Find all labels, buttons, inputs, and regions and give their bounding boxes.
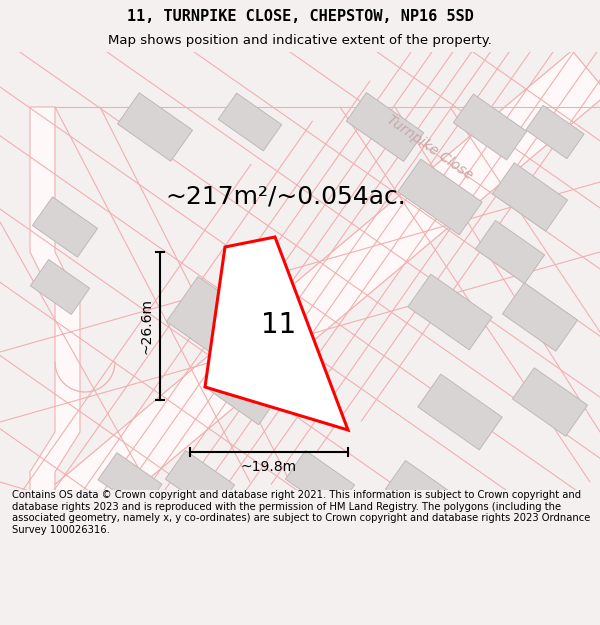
- Polygon shape: [32, 197, 98, 257]
- Polygon shape: [98, 452, 162, 511]
- Polygon shape: [205, 237, 348, 430]
- Polygon shape: [418, 374, 502, 450]
- Text: Contains OS data © Crown copyright and database right 2021. This information is : Contains OS data © Crown copyright and d…: [12, 490, 590, 535]
- Polygon shape: [12, 51, 600, 564]
- Polygon shape: [31, 259, 89, 314]
- Text: ~217m²/~0.054ac.: ~217m²/~0.054ac.: [165, 185, 406, 209]
- Polygon shape: [166, 451, 235, 514]
- Polygon shape: [118, 92, 193, 161]
- Polygon shape: [209, 359, 280, 425]
- Polygon shape: [166, 276, 263, 368]
- Text: 11, TURNPIKE CLOSE, CHEPSTOW, NP16 5SD: 11, TURNPIKE CLOSE, CHEPSTOW, NP16 5SD: [127, 9, 473, 24]
- Polygon shape: [398, 159, 482, 235]
- Polygon shape: [30, 107, 80, 542]
- Polygon shape: [454, 94, 527, 160]
- Polygon shape: [385, 461, 455, 524]
- Polygon shape: [346, 92, 424, 161]
- Polygon shape: [475, 221, 545, 284]
- Polygon shape: [502, 282, 578, 351]
- Text: Turnpike Close: Turnpike Close: [385, 112, 476, 182]
- Polygon shape: [408, 274, 492, 350]
- Polygon shape: [526, 106, 584, 159]
- Text: Map shows position and indicative extent of the property.: Map shows position and indicative extent…: [108, 34, 492, 47]
- Polygon shape: [286, 451, 355, 514]
- Text: ~19.8m: ~19.8m: [241, 460, 297, 474]
- Text: 11: 11: [260, 311, 296, 339]
- Polygon shape: [512, 368, 587, 436]
- Polygon shape: [493, 162, 568, 231]
- Polygon shape: [218, 93, 282, 151]
- Text: ~26.6m: ~26.6m: [140, 298, 154, 354]
